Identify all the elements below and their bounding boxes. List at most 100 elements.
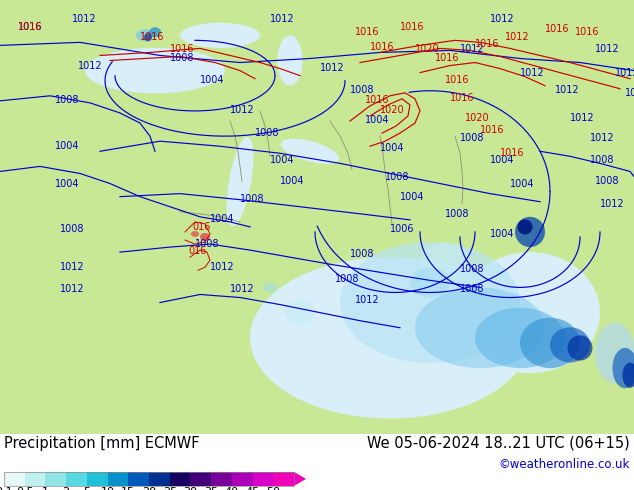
Ellipse shape [278,35,302,86]
Text: 1012: 1012 [600,199,624,209]
Bar [46,472,66,486]
Ellipse shape [567,335,593,361]
Text: 1008: 1008 [195,239,219,249]
Text: 10: 10 [101,487,115,490]
Ellipse shape [226,137,254,226]
Text: 1008: 1008 [350,85,375,95]
Text: 1016: 1016 [365,95,389,105]
Text: 0.1: 0.1 [0,487,13,490]
Text: 35: 35 [204,487,218,490]
Bar [66,472,87,486]
Text: 20: 20 [142,487,156,490]
Text: 1012: 1012 [505,32,529,42]
Ellipse shape [595,323,634,383]
Bar [252,472,273,486]
Text: 1008: 1008 [170,52,195,63]
Text: 1016: 1016 [400,22,425,32]
Text: 15: 15 [121,487,135,490]
Ellipse shape [550,327,590,363]
Text: 1016: 1016 [575,27,600,37]
Text: 1: 1 [42,487,49,490]
Text: 1020: 1020 [380,105,404,115]
Text: 1008: 1008 [460,285,484,294]
Text: 1016: 1016 [450,93,474,103]
Text: 1012: 1012 [570,113,595,123]
Text: 45: 45 [245,487,260,490]
Text: 1004: 1004 [210,214,235,224]
Text: 1012: 1012 [210,262,235,272]
Text: 40: 40 [225,487,239,490]
Text: 50: 50 [266,487,280,490]
Ellipse shape [180,23,260,48]
Text: 1008: 1008 [255,128,280,138]
Text: 1012: 1012 [520,68,545,77]
Text: 2: 2 [63,487,70,490]
Text: 1004: 1004 [510,178,534,189]
Text: 1008: 1008 [240,194,264,204]
Ellipse shape [191,231,199,237]
Text: 1012: 1012 [230,285,255,294]
Text: 1008: 1008 [335,274,359,284]
Text: 1006: 1006 [390,224,415,234]
Ellipse shape [281,139,339,164]
Text: 016: 016 [188,246,207,256]
Text: 1012: 1012 [78,61,103,71]
Ellipse shape [85,48,225,93]
Text: 5: 5 [83,487,91,490]
Text: We 05-06-2024 18..21 UTC (06+15): We 05-06-2024 18..21 UTC (06+15) [367,436,630,451]
Text: 1008: 1008 [60,224,84,234]
Ellipse shape [420,242,470,282]
Text: 1016: 1016 [475,39,500,49]
Ellipse shape [144,33,152,41]
Ellipse shape [623,363,634,388]
Text: 1012: 1012 [72,14,96,24]
Text: 1008: 1008 [460,264,484,274]
Ellipse shape [515,217,545,247]
Text: 1004: 1004 [490,229,515,239]
Text: 1016: 1016 [435,52,460,63]
Ellipse shape [149,27,161,37]
Ellipse shape [410,267,450,297]
Text: 1012: 1012 [230,105,255,115]
Bar [128,472,149,486]
Ellipse shape [262,282,278,293]
Text: 1012: 1012 [490,14,515,24]
Text: 1012: 1012 [615,68,634,77]
Text: 1012: 1012 [590,133,614,143]
Polygon shape [294,472,306,486]
Text: 30: 30 [183,487,197,490]
Text: 1012: 1012 [555,85,579,95]
Text: 1016: 1016 [500,148,524,158]
Text: 1016: 1016 [480,125,505,135]
Bar [149,472,170,486]
Ellipse shape [612,348,634,388]
Text: 25: 25 [163,487,177,490]
Ellipse shape [475,308,565,368]
Text: 1008: 1008 [55,95,79,105]
Text: 1004: 1004 [280,175,304,186]
Text: ©weatheronline.co.uk: ©weatheronline.co.uk [498,458,630,471]
Text: 1012: 1012 [60,262,84,272]
Text: 1016: 1016 [370,43,394,52]
Bar [170,472,190,486]
Text: 1016: 1016 [445,74,470,85]
Text: 1016: 1016 [545,24,569,34]
Text: 1008: 1008 [460,133,484,143]
Text: 1008: 1008 [385,172,410,181]
Text: 1012: 1012 [595,45,619,54]
Ellipse shape [250,257,530,418]
Text: 1008: 1008 [595,175,619,186]
Bar [4,472,294,486]
Text: 0.5: 0.5 [16,487,34,490]
Ellipse shape [340,242,520,363]
Text: 1012: 1012 [355,294,380,305]
Text: 1008: 1008 [590,155,614,166]
Bar [232,472,252,486]
Text: Precipitation [mm] ECMWF: Precipitation [mm] ECMWF [4,436,200,451]
Bar [87,472,108,486]
Text: 1020: 1020 [415,45,439,54]
Text: 1012: 1012 [320,63,345,73]
Ellipse shape [285,300,315,325]
Bar [25,472,46,486]
Text: 1004: 1004 [380,143,404,153]
